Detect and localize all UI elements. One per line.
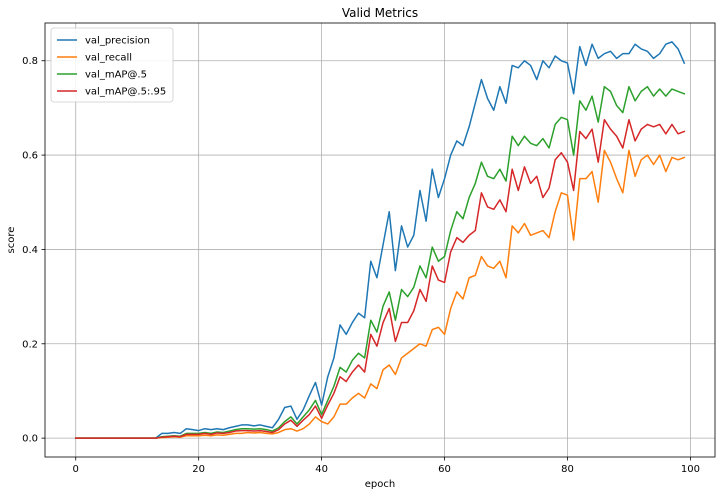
y-tick-label: 0.0	[22, 434, 38, 445]
x-tick-label: 100	[681, 464, 700, 475]
y-tick-label: 0.6	[22, 151, 38, 162]
plot-frame	[44, 22, 716, 458]
legend: val_precision val_recall val_mAP@.5 val_mAP…	[50, 27, 174, 103]
legend-label-val-recall: val_recall	[85, 53, 132, 64]
series-line-val-precision	[74, 41, 686, 439]
x-axis-label: epoch	[365, 479, 395, 490]
y-tick-label: 0.8	[22, 56, 38, 67]
y-tick-label: 0.2	[22, 339, 38, 350]
axis-ticks: 0 20 40 60 80 100 0.0 0.2 0.4 0.6 0.8	[22, 56, 700, 475]
x-tick-label: 60	[438, 464, 451, 475]
series-line-val-map-5-95	[74, 118, 686, 439]
x-tick-label: 20	[192, 464, 205, 475]
chart-title: Valid Metrics	[342, 6, 418, 20]
y-axis-label: score	[6, 227, 17, 254]
x-tick-label: 40	[315, 464, 328, 475]
series-lines	[74, 41, 686, 439]
legend-label-val-map-5-95: val_mAP@.5:.95	[85, 87, 166, 98]
legend-box	[50, 27, 174, 103]
x-tick-label: 0	[73, 464, 79, 475]
legend-label-val-precision: val_precision	[85, 36, 150, 47]
y-tick-label: 0.4	[22, 245, 38, 256]
x-tick-label: 80	[561, 464, 574, 475]
legend-label-val-map-5: val_mAP@.5	[85, 70, 147, 81]
